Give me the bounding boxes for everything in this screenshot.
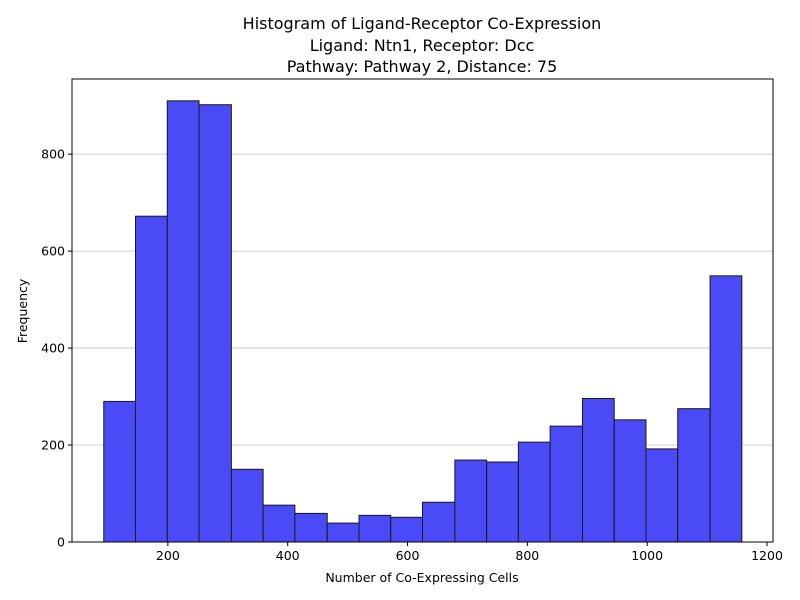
x-tick-label: 800 <box>515 548 539 563</box>
histogram-bar-11 <box>422 501 456 543</box>
title-line-2: Ligand: Ntn1, Receptor: Dcc <box>310 36 535 55</box>
title-line-1: Histogram of Ligand-Receptor Co-Expressi… <box>243 14 602 33</box>
y-axis-ticks: 0 200 400 600 800 <box>41 147 72 550</box>
histogram-bar-5 <box>230 468 264 543</box>
histogram-bar-4 <box>198 104 232 543</box>
y-tick-label: 600 <box>41 244 65 259</box>
x-tick-label: 1200 <box>751 548 783 563</box>
y-tick-label: 0 <box>57 535 65 550</box>
histogram-bar-13 <box>486 461 519 543</box>
histogram-bar-2 <box>135 215 168 543</box>
histogram-bar-17 <box>613 419 647 543</box>
title-line-3: Pathway: Pathway 2, Distance: 75 <box>287 57 558 76</box>
x-tick-label: 200 <box>156 548 180 563</box>
x-axis-label: Number of Co-Expressing Cells <box>325 570 518 585</box>
histogram-bar-15 <box>549 425 583 543</box>
y-tick-label: 800 <box>41 147 65 162</box>
histogram-bar-8 <box>326 522 360 543</box>
histogram-bar-12 <box>454 459 488 543</box>
histogram-bar-7 <box>294 512 328 543</box>
histogram-bar-18 <box>645 448 679 543</box>
histogram-bar-6 <box>262 504 296 543</box>
plot-frame <box>71 78 774 543</box>
x-tick-label: 1000 <box>631 548 663 563</box>
histogram-bar-16 <box>581 397 615 543</box>
y-tick-label: 200 <box>41 438 65 453</box>
x-axis-ticks: 200 400 600 800 1000 1200 <box>156 542 783 563</box>
y-tick-label: 400 <box>41 341 65 356</box>
histogram-bar-14 <box>517 441 551 543</box>
histogram-bar-19 <box>677 408 711 543</box>
chart-title: Histogram of Ligand-Receptor Co-Expressi… <box>243 14 602 76</box>
x-tick-label: 400 <box>276 548 300 563</box>
histogram-bar-9 <box>358 514 392 543</box>
histogram-bar-3 <box>166 100 200 543</box>
histogram-bars <box>103 100 743 543</box>
histogram-bar-10 <box>390 516 424 543</box>
x-tick-label: 600 <box>396 548 420 563</box>
histogram-bar-20 <box>709 275 743 543</box>
y-axis-label: Frequency <box>15 278 30 343</box>
histogram-bar-1 <box>103 400 137 543</box>
